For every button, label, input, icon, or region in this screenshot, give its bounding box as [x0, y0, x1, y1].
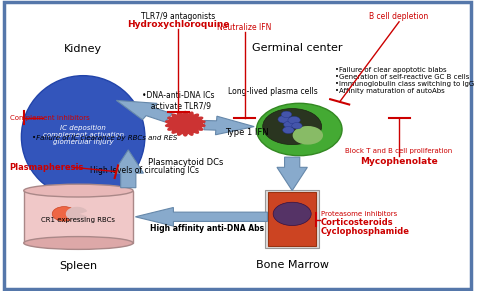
- Text: Corticosteroids: Corticosteroids: [320, 218, 394, 227]
- Text: Neutralize IFN: Neutralize IFN: [218, 23, 272, 32]
- Polygon shape: [204, 116, 254, 135]
- Text: Cyclophosphamide: Cyclophosphamide: [320, 227, 410, 236]
- FancyBboxPatch shape: [265, 190, 319, 248]
- Circle shape: [288, 116, 300, 124]
- Circle shape: [292, 123, 302, 129]
- Circle shape: [292, 126, 323, 145]
- Polygon shape: [136, 207, 268, 226]
- Text: Hydroxychloroquine: Hydroxychloroquine: [127, 20, 230, 29]
- Text: B cell depletion: B cell depletion: [370, 12, 428, 20]
- Circle shape: [284, 121, 294, 128]
- Circle shape: [52, 207, 76, 221]
- Polygon shape: [116, 100, 172, 122]
- Text: Spleen: Spleen: [60, 261, 98, 271]
- Text: •Failure of clear apoptotic blabs
•Generation of self-reactive GC B cells
•Immun: •Failure of clear apoptotic blabs •Gener…: [335, 67, 474, 94]
- FancyBboxPatch shape: [4, 2, 471, 289]
- Text: Type 1 IFN: Type 1 IFN: [225, 128, 269, 137]
- Circle shape: [278, 116, 290, 123]
- Text: •Failure of IC clearance by RBCs and RES: •Failure of IC clearance by RBCs and RES: [32, 135, 177, 141]
- Ellipse shape: [24, 237, 133, 249]
- Text: Mycophenolate: Mycophenolate: [360, 157, 438, 166]
- Polygon shape: [24, 191, 133, 243]
- Text: Germinal center: Germinal center: [252, 43, 342, 53]
- Ellipse shape: [22, 76, 145, 198]
- Text: High levels of circulating ICs: High levels of circulating ICs: [90, 166, 200, 175]
- Polygon shape: [113, 150, 144, 188]
- Text: CR1 expressing RBCs: CR1 expressing RBCs: [42, 217, 116, 223]
- Circle shape: [281, 111, 291, 118]
- Text: Kidney: Kidney: [64, 45, 102, 54]
- Polygon shape: [277, 157, 308, 191]
- Text: Plasmapheresis: Plasmapheresis: [10, 163, 84, 172]
- Text: TLR7/9 antagonists: TLR7/9 antagonists: [141, 12, 216, 20]
- Text: Proteasome inhibitors: Proteasome inhibitors: [320, 211, 397, 217]
- Text: •DNA-anti-DNA ICs
  activate TLR7/9: •DNA-anti-DNA ICs activate TLR7/9: [142, 91, 214, 110]
- Circle shape: [262, 109, 322, 145]
- Text: Complement inhibitors: Complement inhibitors: [10, 115, 90, 121]
- Text: IC deposition
complement activation
glomerular injury: IC deposition complement activation glom…: [42, 125, 123, 146]
- Text: Long-lived plasma cells: Long-lived plasma cells: [228, 87, 318, 96]
- Circle shape: [273, 202, 311, 226]
- Text: Bone Marrow: Bone Marrow: [256, 260, 328, 270]
- Circle shape: [256, 103, 342, 156]
- Text: Plasmacytoid DCs: Plasmacytoid DCs: [148, 159, 223, 167]
- Text: High affinity anti-DNA Abs: High affinity anti-DNA Abs: [150, 224, 264, 233]
- Circle shape: [282, 127, 294, 134]
- Text: Block T and B cell proliferation: Block T and B cell proliferation: [346, 148, 453, 154]
- Polygon shape: [166, 111, 205, 136]
- FancyBboxPatch shape: [268, 192, 316, 246]
- Polygon shape: [66, 207, 86, 220]
- Ellipse shape: [24, 184, 133, 197]
